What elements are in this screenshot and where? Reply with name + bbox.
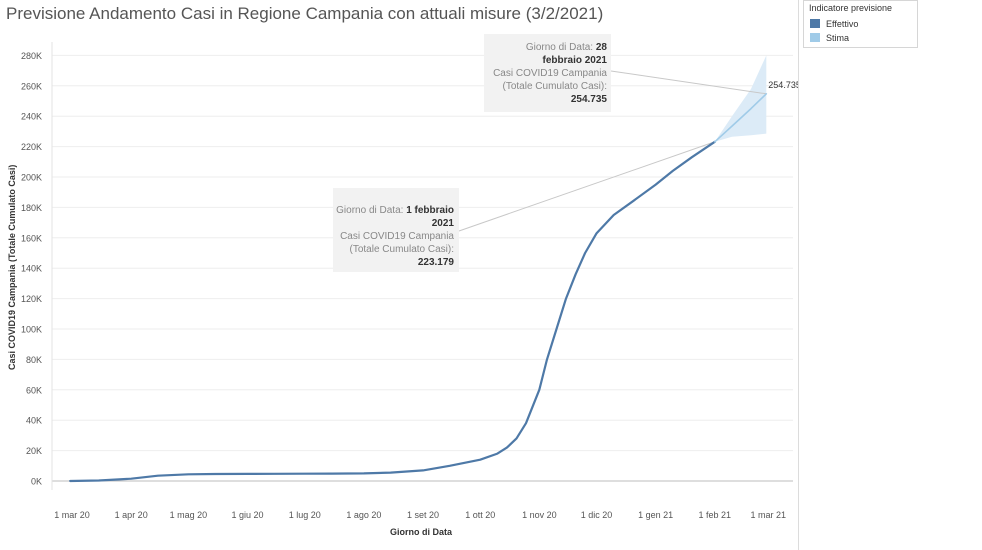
tooltip-leaders (458, 70, 767, 232)
x-tick-label: 1 lug 20 (289, 510, 321, 520)
legend-item-stima[interactable]: Stima (810, 33, 849, 43)
tooltip-forecast-date-value-2: febbraio 2021 (542, 55, 607, 66)
x-tick-label: 1 mag 20 (170, 510, 208, 520)
chart-svg: 0K 20K 40K 60K 80K 100K 120K 140K 160K 180K 200K 22… (21, 42, 798, 520)
x-tick-label: 1 mar 20 (54, 510, 90, 520)
x-axis-title: Giorno di Data (390, 527, 453, 537)
tooltip-actual-measure-line2: (Totale Cumulato Casi): (349, 244, 454, 255)
y-axis-ticks: 0K 20K 40K 60K 80K 100K 120K 140K 160K 180K 200K 22… (21, 51, 42, 487)
y-tick-label: 160K (21, 233, 42, 243)
tooltip-actual-measure-value: 223.179 (417, 257, 454, 268)
y-axis-title: Casi COVID19 Campania (Totale Cumulato C… (7, 164, 17, 370)
legend-title: Indicatore previsione (809, 3, 893, 13)
y-tick-label: 120K (21, 294, 42, 304)
forecast-confidence-band (714, 55, 767, 142)
tooltip-actual-measure-line1: Casi COVID19 Campania (340, 231, 454, 242)
legend-label-effettivo: Effettivo (826, 19, 859, 29)
y-tick-label: 40K (26, 416, 42, 426)
x-tick-label: 1 feb 21 (699, 510, 732, 520)
legend-swatch-stima (810, 33, 820, 42)
forecast-band (714, 55, 767, 142)
y-tick-label: 260K (21, 81, 42, 91)
tooltip-leader-forecast (610, 70, 767, 95)
legend[interactable]: Indicatore previsione Effettivo Stima (803, 0, 918, 48)
tooltip-forecast-measure-line2: (Totale Cumulato Casi): (502, 81, 607, 92)
tooltip-forecast-date-value-1: 28 (595, 42, 607, 53)
panel-divider (798, 0, 799, 550)
tooltip-actual-date-value-2: 2021 (431, 218, 454, 229)
x-tick-label: 1 giu 20 (232, 510, 264, 520)
x-axis-ticks: 1 mar 20 1 apr 20 1 mag 20 1 giu 20 1 lug 20… (54, 510, 786, 520)
legend-swatch-effettivo (810, 19, 820, 28)
legend-item-effettivo[interactable]: Effettivo (810, 19, 858, 29)
tooltip-forecast-date-label: Giorno di Data: (525, 42, 594, 53)
y-tick-label: 0K (31, 477, 42, 487)
y-tick-label: 280K (21, 51, 42, 61)
chart-title: Previsione Andamento Casi in Regione Cam… (6, 4, 604, 23)
series-lines (69, 93, 768, 483)
x-tick-label: 1 ott 20 (465, 510, 495, 520)
tooltip-actual-date-label: Giorno di Data: (336, 205, 404, 216)
tooltip-actual: Giorno di Data: 1 febbraio 2021 Casi COV… (333, 188, 459, 272)
annotations: 254.735 (768, 80, 798, 90)
x-tick-label: 1 dic 20 (581, 510, 613, 520)
legend-label-stima: Stima (826, 33, 850, 43)
end-value-label: 254.735 (768, 80, 798, 90)
tooltip-actual-date-value-1: 1 febbraio (406, 205, 454, 216)
y-tick-label: 80K (26, 355, 42, 365)
y-tick-label: 60K (26, 385, 42, 395)
y-tick-label: 180K (21, 203, 42, 213)
y-tick-label: 220K (21, 142, 42, 152)
x-tick-label: 1 gen 21 (638, 510, 673, 520)
y-tick-label: 140K (21, 264, 42, 274)
tooltip-forecast-measure-line1: Casi COVID19 Campania (493, 68, 607, 79)
series-line-effettivo (69, 140, 716, 483)
series-line-stima (713, 93, 768, 143)
x-tick-label: 1 nov 20 (522, 510, 557, 520)
x-tick-label: 1 mar 21 (750, 510, 786, 520)
x-tick-label: 1 set 20 (407, 510, 439, 520)
y-tick-label: 240K (21, 112, 42, 122)
tooltip-leader-actual (458, 141, 715, 232)
x-tick-label: 1 apr 20 (115, 510, 148, 520)
y-tick-label: 100K (21, 325, 42, 335)
y-tick-label: 20K (26, 446, 42, 456)
tooltip-forecast: Giorno di Data: 28 febbraio 2021 Casi CO… (484, 34, 611, 112)
y-tick-label: 200K (21, 173, 42, 183)
x-tick-label: 1 ago 20 (346, 510, 381, 520)
tooltip-forecast-measure-value: 254.735 (570, 94, 607, 105)
